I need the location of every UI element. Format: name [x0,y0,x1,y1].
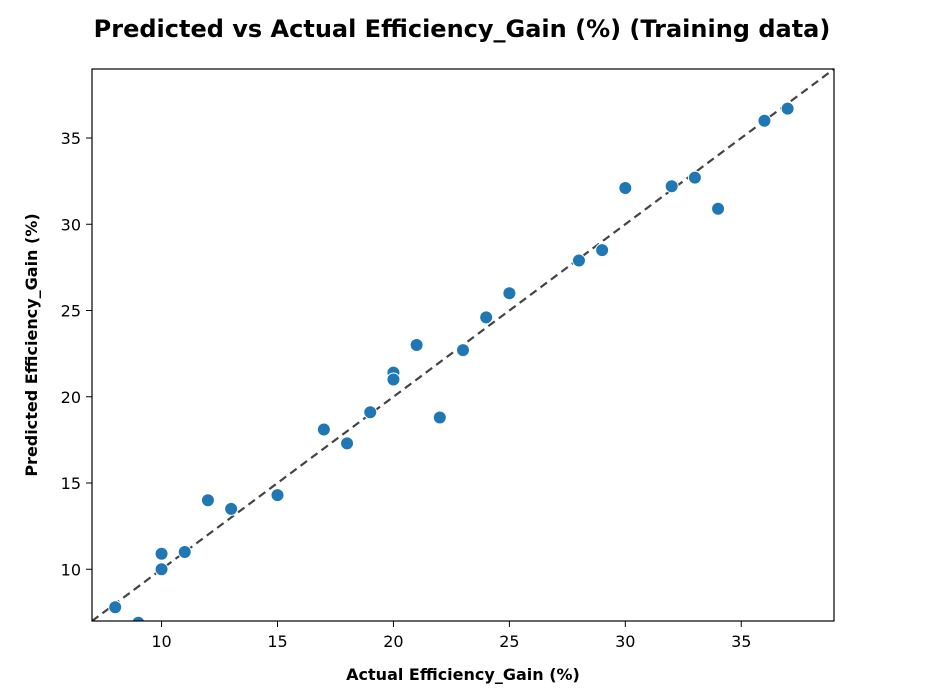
data-point [131,615,146,621]
data-point [270,488,285,503]
y-tick-label: 20 [61,388,81,407]
data-point [386,372,401,387]
data-point [340,436,355,451]
x-tick-label: 25 [499,632,519,651]
x-tick-label: 20 [383,632,403,651]
x-tick-label: 15 [267,632,287,651]
data-point [664,179,679,194]
x-tick-label: 30 [615,632,635,651]
y-axis-ticks: 10 15 20 25 30 35 [61,129,92,579]
y-tick-label: 25 [61,302,81,321]
data-point [757,113,772,128]
data-point [479,310,494,325]
data-point [595,243,610,258]
data-point [711,201,726,216]
x-axis-ticks: 10 15 20 25 30 35 [151,621,751,651]
y-axis-label: Predicted Efficiency_Gain (%) [22,213,41,476]
data-point [200,493,215,508]
plot-area [91,68,835,622]
plot-frame [91,68,835,622]
data-point [456,343,470,358]
data-point [177,545,192,559]
chart-title: Predicted vs Actual Efficiency_Gain (%) … [94,15,831,43]
data-point [108,600,123,615]
data-point [571,253,586,268]
data-point [154,546,169,561]
y-tick-label: 10 [61,560,81,579]
x-tick-label: 10 [151,632,171,651]
y-tick-label: 15 [61,474,81,493]
x-axis-label: Actual Efficiency_Gain (%) [346,665,580,684]
data-point [154,562,169,577]
data-point [224,501,239,516]
data-point [363,405,378,420]
y-tick-label: 30 [61,215,81,234]
data-point [687,170,702,185]
points-group [108,101,795,621]
data-point [432,410,447,425]
data-point [316,422,331,437]
data-point [780,101,795,116]
data-point [409,338,424,352]
data-point [502,286,517,301]
data-point [618,181,633,196]
x-tick-label: 35 [731,632,751,651]
y-tick-label: 35 [61,129,81,148]
